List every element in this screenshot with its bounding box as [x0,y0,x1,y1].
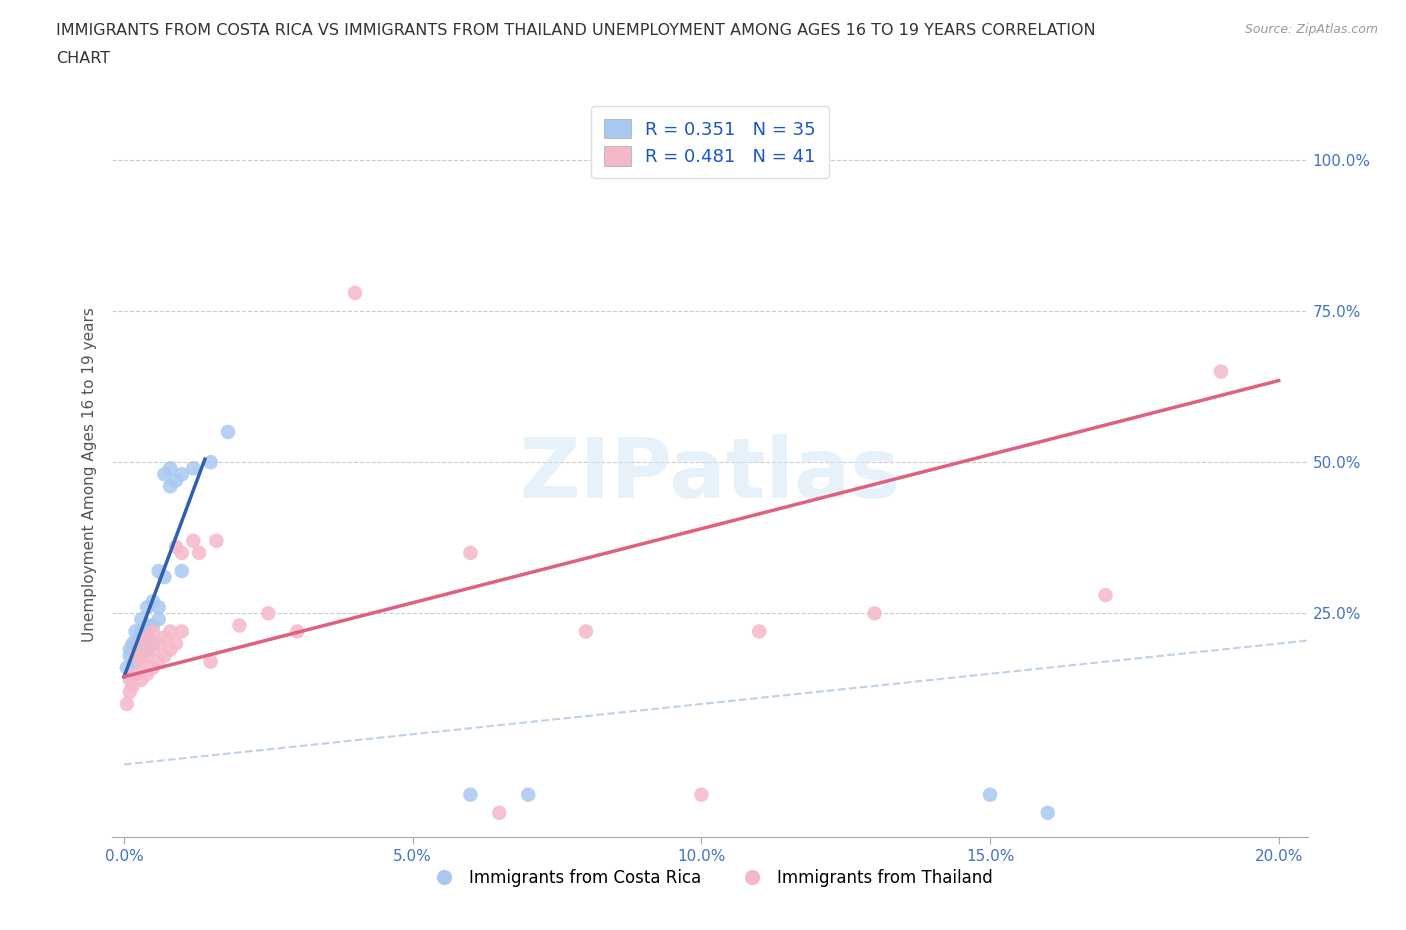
Point [148,600,170,615]
Point [460,545,482,560]
Point [165,473,187,488]
Point [121,636,143,651]
Point [488,805,510,820]
Point [118,648,141,663]
Text: CHART: CHART [56,51,110,66]
Point [131,631,153,645]
Point [118,643,141,658]
Point [131,636,153,651]
Point [153,631,176,645]
Point [136,600,159,615]
Point [142,594,165,609]
Point [188,545,211,560]
Point [979,787,1001,802]
Point [131,648,153,663]
Point [136,667,159,682]
Text: ZIPatlas: ZIPatlas [520,433,900,515]
Point [1209,365,1232,379]
Y-axis label: Unemployment Among Ages 16 to 19 years: Unemployment Among Ages 16 to 19 years [82,307,97,642]
Point [748,624,770,639]
Point [863,606,886,621]
Point [575,624,598,639]
Point [124,667,146,682]
Point [142,643,165,658]
Text: IMMIGRANTS FROM COSTA RICA VS IMMIGRANTS FROM THAILAND UNEMPLOYMENT AMONG AGES 1: IMMIGRANTS FROM COSTA RICA VS IMMIGRANTS… [56,23,1095,38]
Point [115,697,138,711]
Point [170,545,193,560]
Point [228,618,250,633]
Point [343,286,366,300]
Point [460,787,482,802]
Point [124,655,146,670]
Point [1094,588,1116,603]
Point [142,636,165,651]
Point [131,672,153,687]
Point [136,624,159,639]
Point [131,612,153,627]
Point [257,606,280,621]
Point [165,539,187,554]
Text: Source: ZipAtlas.com: Source: ZipAtlas.com [1244,23,1378,36]
Point [159,643,181,658]
Point [124,636,146,651]
Point [217,425,239,440]
Point [118,672,141,687]
Point [517,787,540,802]
Point [159,479,181,494]
Point [159,461,181,476]
Point [170,564,193,578]
Point [148,612,170,627]
Point [115,660,138,675]
Point [118,684,141,699]
Point [124,648,146,663]
Point [131,655,153,670]
Point [200,655,222,670]
Point [124,624,146,639]
Point [285,624,308,639]
Point [205,534,228,549]
Point [136,643,159,658]
Point [148,636,170,651]
Point [136,618,159,633]
Point [153,467,176,482]
Point [153,569,176,585]
Point [131,624,153,639]
Point [148,655,170,670]
Point [121,679,143,694]
Point [148,564,170,578]
Point [181,534,204,549]
Point [170,467,193,482]
Legend: Immigrants from Costa Rica, Immigrants from Thailand: Immigrants from Costa Rica, Immigrants f… [420,863,1000,894]
Point [153,648,176,663]
Point [142,624,165,639]
Point [136,631,159,645]
Point [170,624,193,639]
Point [142,660,165,675]
Point [136,648,159,663]
Point [200,455,222,470]
Point [1036,805,1059,820]
Point [181,461,204,476]
Point [165,636,187,651]
Point [142,618,165,633]
Point [159,624,181,639]
Point [690,787,713,802]
